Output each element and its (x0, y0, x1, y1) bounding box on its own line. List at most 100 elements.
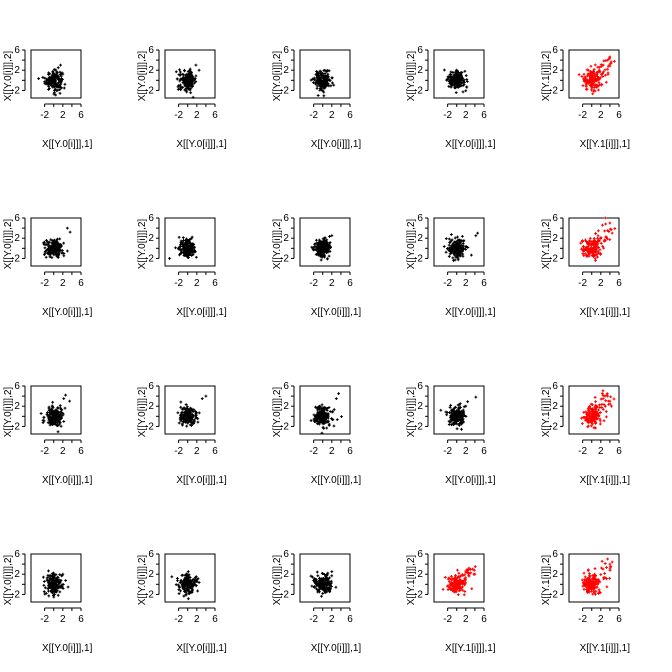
data-point (459, 421, 463, 424)
data-point-red (597, 77, 601, 81)
y-tick-label: 6 (283, 549, 289, 560)
scatter-panel: -2 2 6 -2 2 6 X[[Y.0[i]]],1] X[[Y.0[i]]],2] (403, 336, 537, 504)
data-point (180, 414, 184, 418)
data-point (460, 77, 464, 80)
data-point-red (582, 583, 586, 587)
data-point (448, 423, 451, 426)
data-point (56, 75, 60, 79)
y-tick-label: 2 (418, 401, 424, 412)
data-point (448, 255, 451, 258)
y-axis-label-text: X[[Y.1[i]]],2] (540, 386, 552, 438)
y-tick-label: 6 (552, 381, 558, 392)
data-point-red (587, 408, 590, 412)
y-tick-label: 6 (14, 213, 20, 224)
data-point-red (583, 418, 587, 422)
data-point-red (598, 417, 601, 421)
data-point-red (602, 576, 605, 579)
data-point-red (613, 227, 616, 230)
data-point (315, 84, 319, 88)
y-tick-label: 6 (552, 549, 558, 560)
data-point-red (591, 69, 595, 73)
data-point-red (587, 239, 591, 243)
data-point-red (597, 68, 601, 72)
data-point (317, 75, 321, 79)
data-point-red (587, 412, 591, 416)
data-point-red (589, 78, 593, 82)
data-point (47, 87, 51, 90)
y-tick-label: 6 (418, 213, 424, 224)
data-point (328, 241, 332, 244)
scatter-panel: -2 2 6 -2 2 6 X[[Y.0[i]]],1] X[[Y.0[i]]],2] (0, 504, 134, 672)
data-point-red (593, 250, 597, 254)
data-point (461, 252, 465, 256)
y-tick-label: 6 (14, 381, 20, 392)
data-point (58, 573, 62, 577)
data-point-red (584, 84, 588, 88)
data-point (43, 250, 47, 253)
x-tick-label: 2 (60, 278, 66, 289)
data-point-red (582, 72, 585, 76)
plot-frame (299, 49, 351, 99)
data-point (314, 414, 317, 418)
data-point-red (585, 74, 589, 78)
y-tick-label: 2 (14, 569, 20, 580)
y-tick-label: 6 (552, 45, 558, 56)
data-point (182, 594, 186, 598)
data-point (51, 583, 55, 586)
data-point-red (457, 585, 461, 588)
data-point (44, 243, 48, 247)
data-point (458, 403, 461, 407)
data-point-red (589, 421, 593, 424)
data-point (177, 247, 181, 251)
data-point (451, 244, 454, 248)
data-point (184, 242, 188, 245)
scatter-plot: -2 2 6 -2 2 6 (11, 549, 84, 625)
data-point (319, 248, 323, 252)
scatter-plot: -2 2 6 -2 2 6 (11, 45, 84, 121)
data-point (325, 577, 329, 581)
data-point-red (467, 572, 471, 576)
data-point-red (608, 227, 612, 231)
x-axis-label: X[[Y.0[i]]],1] (176, 139, 227, 150)
data-point (45, 79, 48, 83)
x-axis-label: X[[Y.0[i]]],1] (445, 307, 496, 318)
data-point (187, 87, 190, 91)
data-point (449, 415, 453, 419)
data-point-red (592, 253, 595, 256)
data-point-red (579, 416, 583, 420)
data-point (186, 245, 189, 249)
data-point (56, 66, 60, 70)
x-axis-label: X[[Y.0[i]]],1] (445, 139, 496, 150)
data-point (60, 408, 64, 412)
plot-frame (299, 385, 351, 435)
data-point (327, 78, 331, 82)
data-point-red (450, 581, 454, 584)
data-point (324, 251, 328, 255)
data-point (321, 592, 324, 595)
data-point (330, 574, 333, 578)
x-tick-label: -2 (40, 614, 49, 625)
data-point (326, 419, 330, 423)
data-point (181, 583, 184, 587)
data-point (56, 593, 60, 597)
data-point (323, 72, 327, 75)
data-point-red (596, 75, 600, 79)
data-point (63, 406, 67, 410)
data-point-red (591, 76, 595, 80)
scatter-panel: -2 2 6 -2 2 6 X[[Y.0[i]]],1] X[[Y.0[i]]],2] (134, 0, 268, 168)
y-tick-label: -2 (414, 421, 423, 432)
x-axis-label: X[[Y.0[i]]],1] (176, 643, 227, 654)
data-point-red (605, 58, 609, 62)
data-point (445, 413, 449, 417)
data-point-red (589, 585, 593, 589)
plot-frame (433, 553, 485, 603)
data-point-red (451, 583, 455, 587)
data-point (449, 411, 453, 415)
y-axis-label-text: X[[Y.0[i]]],2] (137, 50, 149, 102)
data-point (454, 405, 458, 409)
data-point-red (580, 578, 584, 582)
plot-frame (164, 49, 216, 99)
data-point (57, 253, 61, 257)
data-point (466, 80, 469, 83)
